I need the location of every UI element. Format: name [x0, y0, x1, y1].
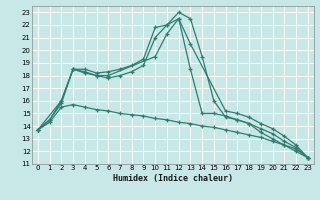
X-axis label: Humidex (Indice chaleur): Humidex (Indice chaleur) [113, 174, 233, 183]
